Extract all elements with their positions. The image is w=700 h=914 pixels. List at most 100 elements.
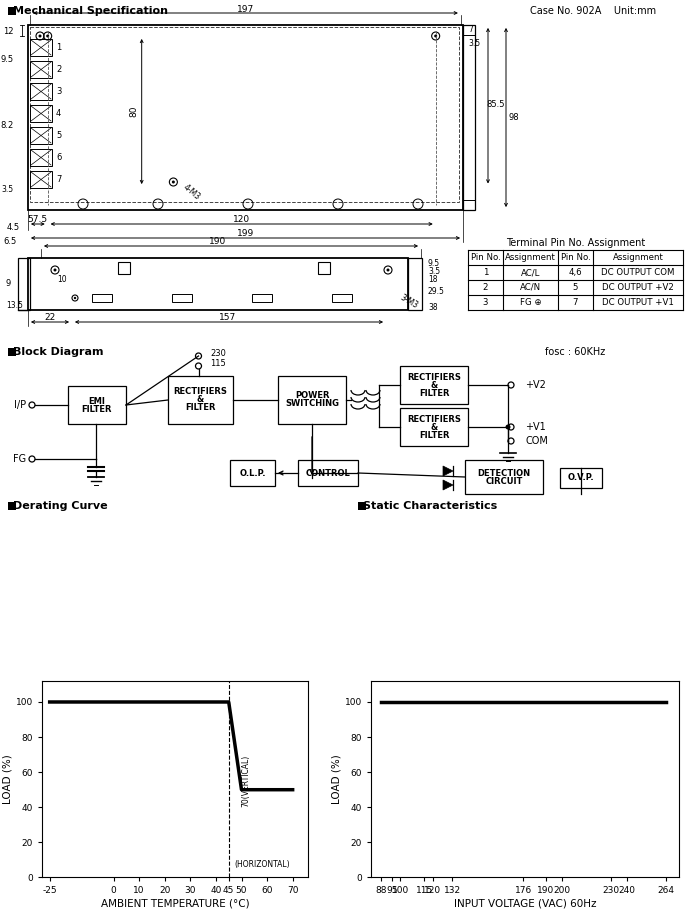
Bar	[28, 25, 463, 210]
Text: 8.2: 8.2	[1, 121, 14, 130]
Text: 120: 120	[233, 215, 250, 224]
Text: 3.5: 3.5	[2, 186, 14, 195]
Polygon shape	[443, 480, 453, 490]
Text: CIRCUIT: CIRCUIT	[485, 476, 523, 485]
Bar	[318, 262, 330, 274]
Text: FG ⊕: FG ⊕	[519, 298, 541, 307]
Text: Terminal Pin No. Assignment: Terminal Pin No. Assignment	[506, 238, 645, 248]
Text: &: &	[430, 380, 438, 389]
Bar	[560, 468, 602, 488]
Bar	[463, 25, 475, 210]
Text: DC OUTPUT +V2: DC OUTPUT +V2	[602, 283, 674, 292]
Bar	[358, 502, 366, 510]
Text: COM: COM	[525, 436, 548, 446]
Bar	[230, 460, 275, 486]
Bar	[68, 386, 126, 424]
Text: 3: 3	[483, 298, 489, 307]
Circle shape	[172, 180, 175, 184]
Text: fosc : 60KHz: fosc : 60KHz	[545, 347, 606, 357]
Text: Assignment: Assignment	[612, 253, 664, 262]
Text: DETECTION: DETECTION	[477, 469, 531, 477]
Text: +V2: +V2	[525, 380, 546, 390]
Text: 230: 230	[211, 349, 226, 358]
Text: 3: 3	[56, 87, 62, 96]
Text: POWER: POWER	[295, 391, 329, 400]
Text: RECTIFIERS: RECTIFIERS	[407, 415, 461, 423]
Text: 38: 38	[428, 303, 438, 313]
Text: 4.5: 4.5	[7, 224, 20, 232]
Text: FILTER: FILTER	[186, 403, 216, 412]
Text: 9.5: 9.5	[428, 259, 440, 268]
Bar	[30, 127, 52, 144]
Text: Pin No.: Pin No.	[561, 253, 590, 262]
Text: RECTIFIERS: RECTIFIERS	[407, 373, 461, 381]
Bar	[408, 258, 422, 310]
Circle shape	[74, 297, 76, 299]
Bar	[465, 460, 543, 494]
Text: 7: 7	[468, 26, 473, 35]
Text: 9.5: 9.5	[1, 56, 14, 65]
Text: 1: 1	[483, 268, 489, 277]
Y-axis label: LOAD (%): LOAD (%)	[332, 754, 342, 804]
Text: Block Diagram: Block Diagram	[13, 347, 104, 357]
Text: +V1: +V1	[525, 422, 546, 432]
Bar	[298, 460, 358, 486]
Bar	[400, 408, 468, 446]
Text: FILTER: FILTER	[419, 388, 449, 398]
Text: 80: 80	[130, 106, 138, 117]
Bar	[332, 294, 352, 302]
Bar	[30, 39, 52, 56]
Text: 98: 98	[509, 113, 519, 122]
Text: 7: 7	[56, 175, 62, 184]
Text: 29.5: 29.5	[428, 286, 445, 295]
Text: RECTIFIERS: RECTIFIERS	[174, 388, 228, 397]
Text: Case No. 902A    Unit:mm: Case No. 902A Unit:mm	[530, 6, 656, 16]
Text: 199: 199	[237, 228, 254, 238]
Text: Pin No.: Pin No.	[470, 253, 500, 262]
Text: 22: 22	[44, 313, 55, 322]
X-axis label: AMBIENT TEMPERATURE (°C): AMBIENT TEMPERATURE (°C)	[101, 898, 249, 909]
Bar	[92, 294, 112, 302]
Text: 9: 9	[6, 280, 10, 289]
Text: 4,6: 4,6	[568, 268, 582, 277]
Text: O.L.P.: O.L.P.	[239, 469, 266, 477]
Text: 3.5: 3.5	[428, 267, 440, 275]
Text: 2: 2	[56, 65, 62, 74]
Text: SWITCHING: SWITCHING	[285, 399, 339, 409]
Text: 57.5: 57.5	[28, 215, 48, 224]
Text: O.V.P.: O.V.P.	[568, 473, 594, 483]
Text: 197: 197	[237, 5, 254, 15]
Text: 4-M3: 4-M3	[181, 183, 202, 202]
Bar	[30, 171, 52, 188]
Text: 13.5: 13.5	[6, 301, 23, 310]
Text: EMI: EMI	[89, 397, 106, 406]
Text: 85.5: 85.5	[486, 100, 505, 109]
Y-axis label: LOAD (%): LOAD (%)	[3, 754, 13, 804]
Circle shape	[434, 35, 438, 37]
Text: 70(VERTICAL): 70(VERTICAL)	[241, 755, 251, 807]
X-axis label: INPUT VOLTAGE (VAC) 60Hz: INPUT VOLTAGE (VAC) 60Hz	[454, 898, 596, 909]
Text: 3-M3: 3-M3	[398, 293, 419, 311]
Text: 1: 1	[56, 43, 62, 52]
Text: 5: 5	[573, 283, 578, 292]
Text: FILTER: FILTER	[419, 430, 449, 440]
Polygon shape	[443, 466, 453, 476]
Text: FILTER: FILTER	[82, 405, 112, 413]
Text: 10: 10	[57, 275, 66, 284]
Circle shape	[38, 35, 41, 37]
Text: 7: 7	[573, 298, 578, 307]
Bar	[252, 294, 272, 302]
Circle shape	[386, 269, 389, 271]
Text: Assignment: Assignment	[505, 253, 556, 262]
Bar	[30, 27, 458, 202]
Text: 2: 2	[483, 283, 489, 292]
Text: 12: 12	[4, 27, 14, 36]
Circle shape	[505, 424, 510, 430]
Text: 6: 6	[56, 153, 62, 162]
Text: I/P: I/P	[14, 400, 26, 410]
Text: AC/N: AC/N	[520, 283, 541, 292]
Text: AC/L: AC/L	[521, 268, 540, 277]
Text: 190: 190	[209, 238, 227, 247]
Bar	[278, 376, 346, 424]
Text: Derating Curve: Derating Curve	[13, 501, 108, 511]
